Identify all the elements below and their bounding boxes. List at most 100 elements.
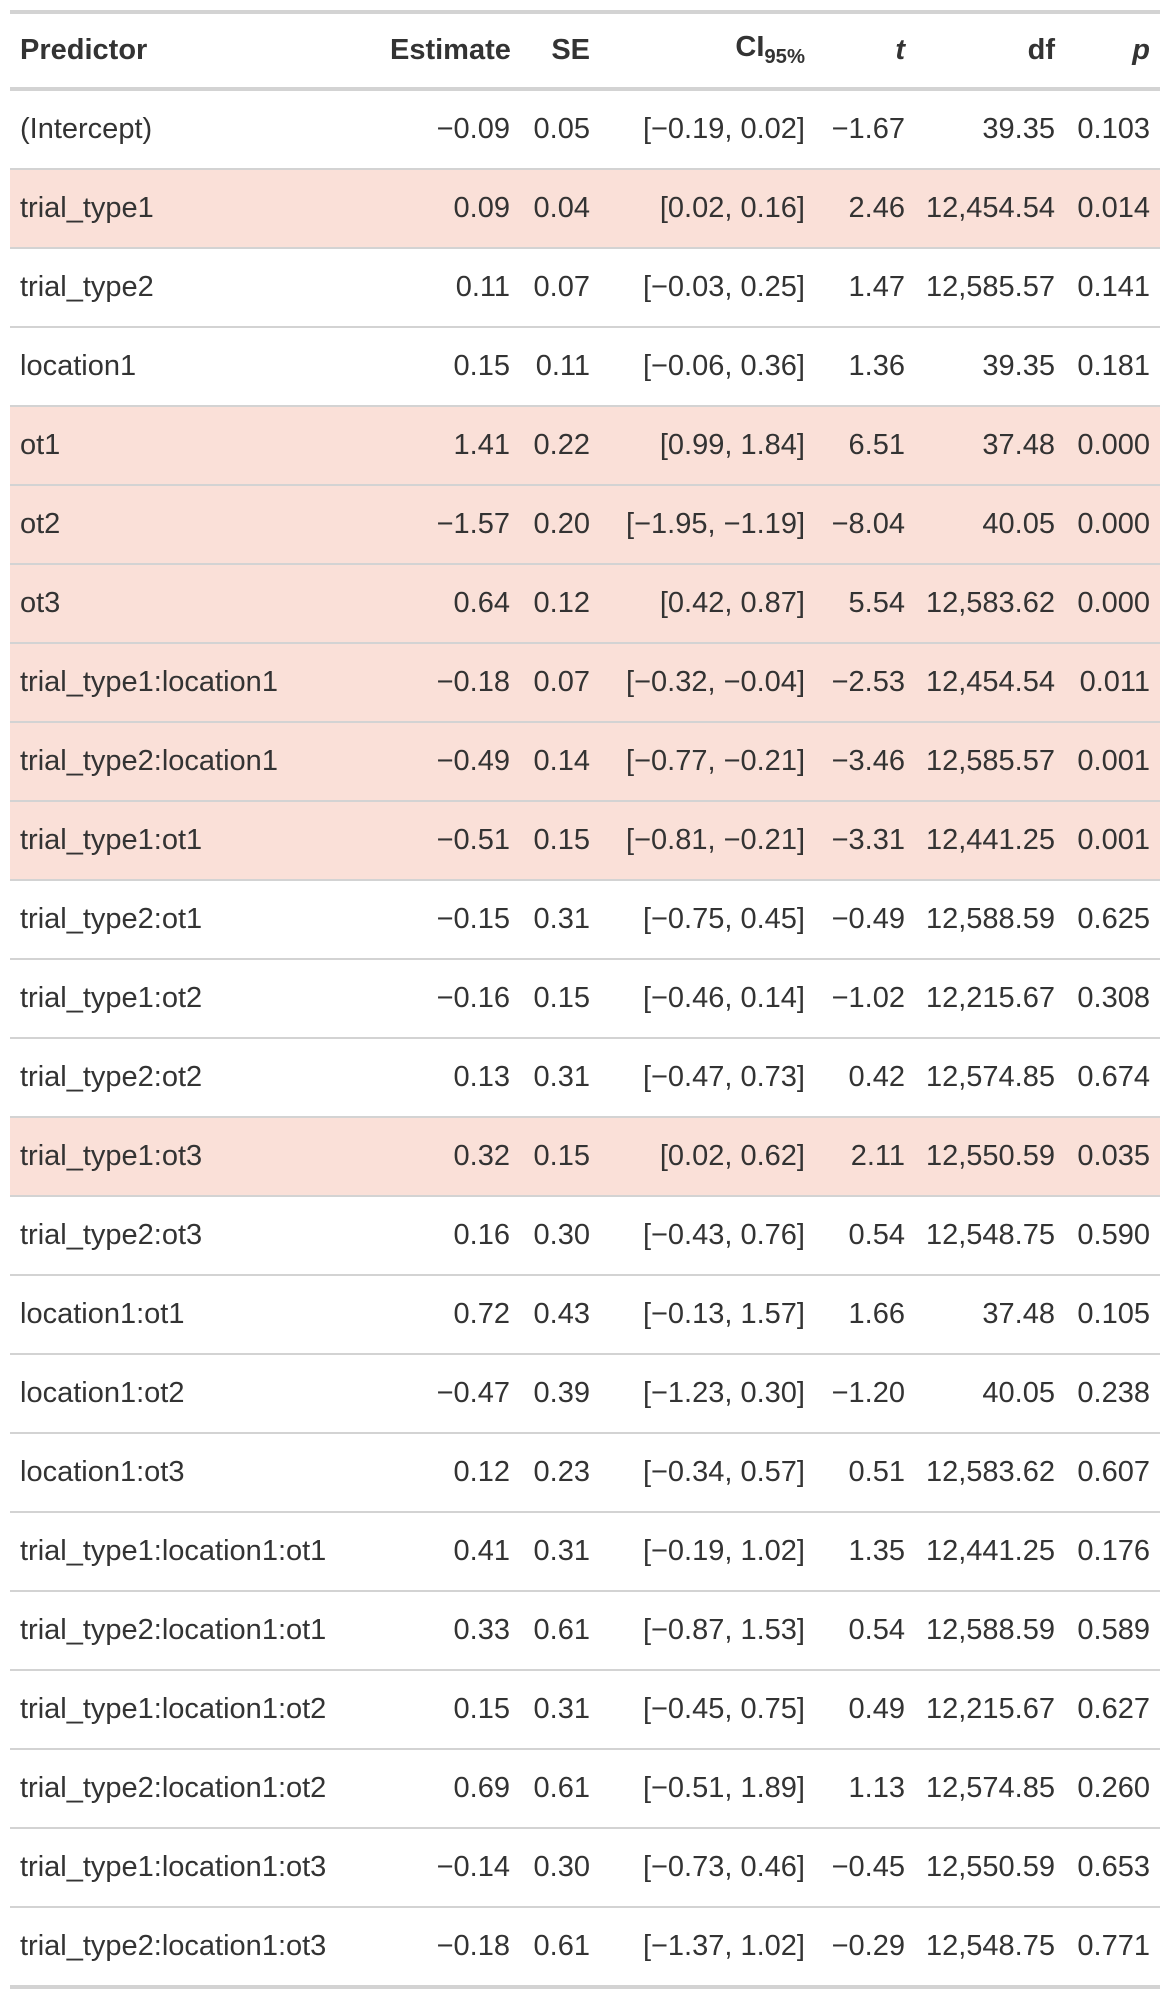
cell-estimate: −1.57 [380, 484, 520, 564]
header-se: SE [520, 12, 600, 91]
cell-se: 0.20 [520, 484, 600, 564]
cell-predictor: location1:ot2 [10, 1353, 380, 1433]
cell-ci: [−0.03, 0.25] [600, 247, 815, 327]
cell-predictor: ot1 [10, 405, 380, 485]
cell-se: 0.61 [520, 1906, 600, 1987]
cell-ci: [−0.51, 1.89] [600, 1748, 815, 1828]
cell-df: 12,583.62 [915, 1432, 1065, 1512]
cell-df: 37.48 [915, 405, 1065, 485]
cell-predictor: trial_type1:location1:ot1 [10, 1511, 380, 1591]
cell-p: 0.589 [1065, 1590, 1160, 1670]
table-row: location1:ot2 −0.47 0.39 [−1.23, 0.30] −1.20… [10, 1353, 1160, 1433]
cell-se: 0.12 [520, 563, 600, 643]
cell-predictor: (Intercept) [20, 113, 153, 145]
cell-t: −1.20 [815, 1353, 915, 1433]
cell-t: 1.47 [815, 247, 915, 327]
table-body: (Intercept) −0.09 0.05 [−0.19, 0.02] −1.67 39… [10, 89, 1160, 1987]
cell-se: 0.43 [520, 1274, 600, 1354]
cell-t: −2.53 [815, 642, 915, 722]
cell-p: 0.627 [1065, 1669, 1160, 1749]
cell-df: 39.35 [982, 113, 1055, 145]
table-row: trial_type2:ot3 0.16 0.30 [−0.43, 0.76] 0.54… [10, 1195, 1160, 1275]
header-predictor: Predictor [10, 12, 380, 91]
cell-se: 0.23 [520, 1432, 600, 1512]
cell-ci: [−0.81, −0.21] [600, 800, 815, 880]
cell-estimate: 0.33 [380, 1590, 520, 1670]
cell-se: 0.31 [520, 1511, 600, 1591]
cell-ci: [−0.19, 0.02] [642, 113, 805, 145]
cell-ci: [−0.34, 0.57] [600, 1432, 815, 1512]
table-row: location1:ot1 0.72 0.43 [−0.13, 1.57] 1.66 37… [10, 1274, 1160, 1354]
cell-p: 0.771 [1065, 1906, 1160, 1987]
cell-predictor: ot2 [10, 484, 380, 564]
cell-se: 0.07 [520, 642, 600, 722]
cell-t: −3.31 [815, 800, 915, 880]
table-row: trial_type1:location1:ot1 0.41 0.31 [−0.19,… [10, 1511, 1160, 1591]
cell-p: 0.238 [1065, 1353, 1160, 1433]
cell-estimate: 0.12 [380, 1432, 520, 1512]
cell-se: 0.14 [520, 721, 600, 801]
cell-predictor: trial_type2:ot3 [10, 1195, 380, 1275]
cell-predictor: trial_type2:location1:ot3 [10, 1906, 380, 1987]
cell-t: 0.51 [815, 1432, 915, 1512]
cell-se: 0.15 [520, 800, 600, 880]
cell-p: 0.001 [1065, 721, 1160, 801]
cell-p: 0.625 [1065, 879, 1160, 959]
cell-p: 0.000 [1065, 405, 1160, 485]
cell-predictor: trial_type1:location1 [10, 642, 380, 722]
cell-t: 0.54 [815, 1590, 915, 1670]
cell-ci: [−0.73, 0.46] [600, 1827, 815, 1907]
cell-t: 2.46 [815, 168, 915, 248]
header-p: p [1065, 12, 1160, 91]
cell-predictor: trial_type1:ot3 [10, 1116, 380, 1196]
cell-t: −1.02 [815, 958, 915, 1038]
header-ci: CI95% [600, 12, 815, 91]
cell-predictor: location1:ot3 [10, 1432, 380, 1512]
cell-ci: [−1.23, 0.30] [600, 1353, 815, 1433]
cell-estimate: 0.64 [380, 563, 520, 643]
cell-t: −3.46 [815, 721, 915, 801]
cell-se: 0.22 [520, 405, 600, 485]
cell-df: 12,454.54 [915, 168, 1065, 248]
cell-predictor: trial_type1:ot2 [10, 958, 380, 1038]
cell-predictor: trial_type1:location1:ot3 [10, 1827, 380, 1907]
cell-se: 0.15 [520, 958, 600, 1038]
cell-t: 1.13 [815, 1748, 915, 1828]
table-row: trial_type1:location1 −0.18 0.07 [−0.32, −0… [10, 642, 1160, 722]
cell-df: 12,585.57 [915, 721, 1065, 801]
cell-p: 0.035 [1065, 1116, 1160, 1196]
cell-se: 0.61 [520, 1748, 600, 1828]
cell-predictor: trial_type2:ot2 [10, 1037, 380, 1117]
cell-se: 0.61 [520, 1590, 600, 1670]
cell-ci: [0.42, 0.87] [600, 563, 815, 643]
cell-p: 0.607 [1065, 1432, 1160, 1512]
table-row: ot1 1.41 0.22 [0.99, 1.84] 6.51 37.48 0.000 [10, 405, 1160, 485]
cell-p: 0.653 [1065, 1827, 1160, 1907]
cell-p: 0.014 [1065, 168, 1160, 248]
cell-df: 12,588.59 [915, 879, 1065, 959]
table-row: trial_type1:location1:ot3 −0.14 0.30 [−0.73… [10, 1827, 1160, 1907]
results-table-container: Predictor Estimate SE CI95% t df p (Inte… [10, 10, 1160, 1989]
regression-results-table: Predictor Estimate SE CI95% t df p (Inte… [10, 10, 1160, 1989]
cell-predictor: trial_type2:location1:ot1 [10, 1590, 380, 1670]
cell-p: 0.011 [1065, 642, 1160, 722]
cell-p: 0.001 [1065, 800, 1160, 880]
cell-df: 12,215.67 [915, 1669, 1065, 1749]
cell-ci: [−0.46, 0.14] [600, 958, 815, 1038]
cell-ci: [−0.45, 0.75] [600, 1669, 815, 1749]
cell-se: 0.31 [520, 1669, 600, 1749]
cell-estimate: −0.14 [380, 1827, 520, 1907]
cell-p: 0.000 [1065, 563, 1160, 643]
cell-t: −0.49 [815, 879, 915, 959]
header-estimate: Estimate [380, 12, 520, 91]
cell-ci: [−0.75, 0.45] [600, 879, 815, 959]
cell-t: 1.66 [815, 1274, 915, 1354]
cell-t: −0.45 [815, 1827, 915, 1907]
cell-estimate: 0.15 [380, 326, 520, 406]
cell-ci: [−0.43, 0.76] [600, 1195, 815, 1275]
cell-p: 0.000 [1065, 484, 1160, 564]
table-row: (Intercept) −0.09 0.05 [−0.19, 0.02] −1.67 39… [10, 89, 1160, 169]
cell-df: 39.35 [915, 326, 1065, 406]
cell-se: 0.31 [520, 1037, 600, 1117]
cell-p: 0.308 [1065, 958, 1160, 1038]
